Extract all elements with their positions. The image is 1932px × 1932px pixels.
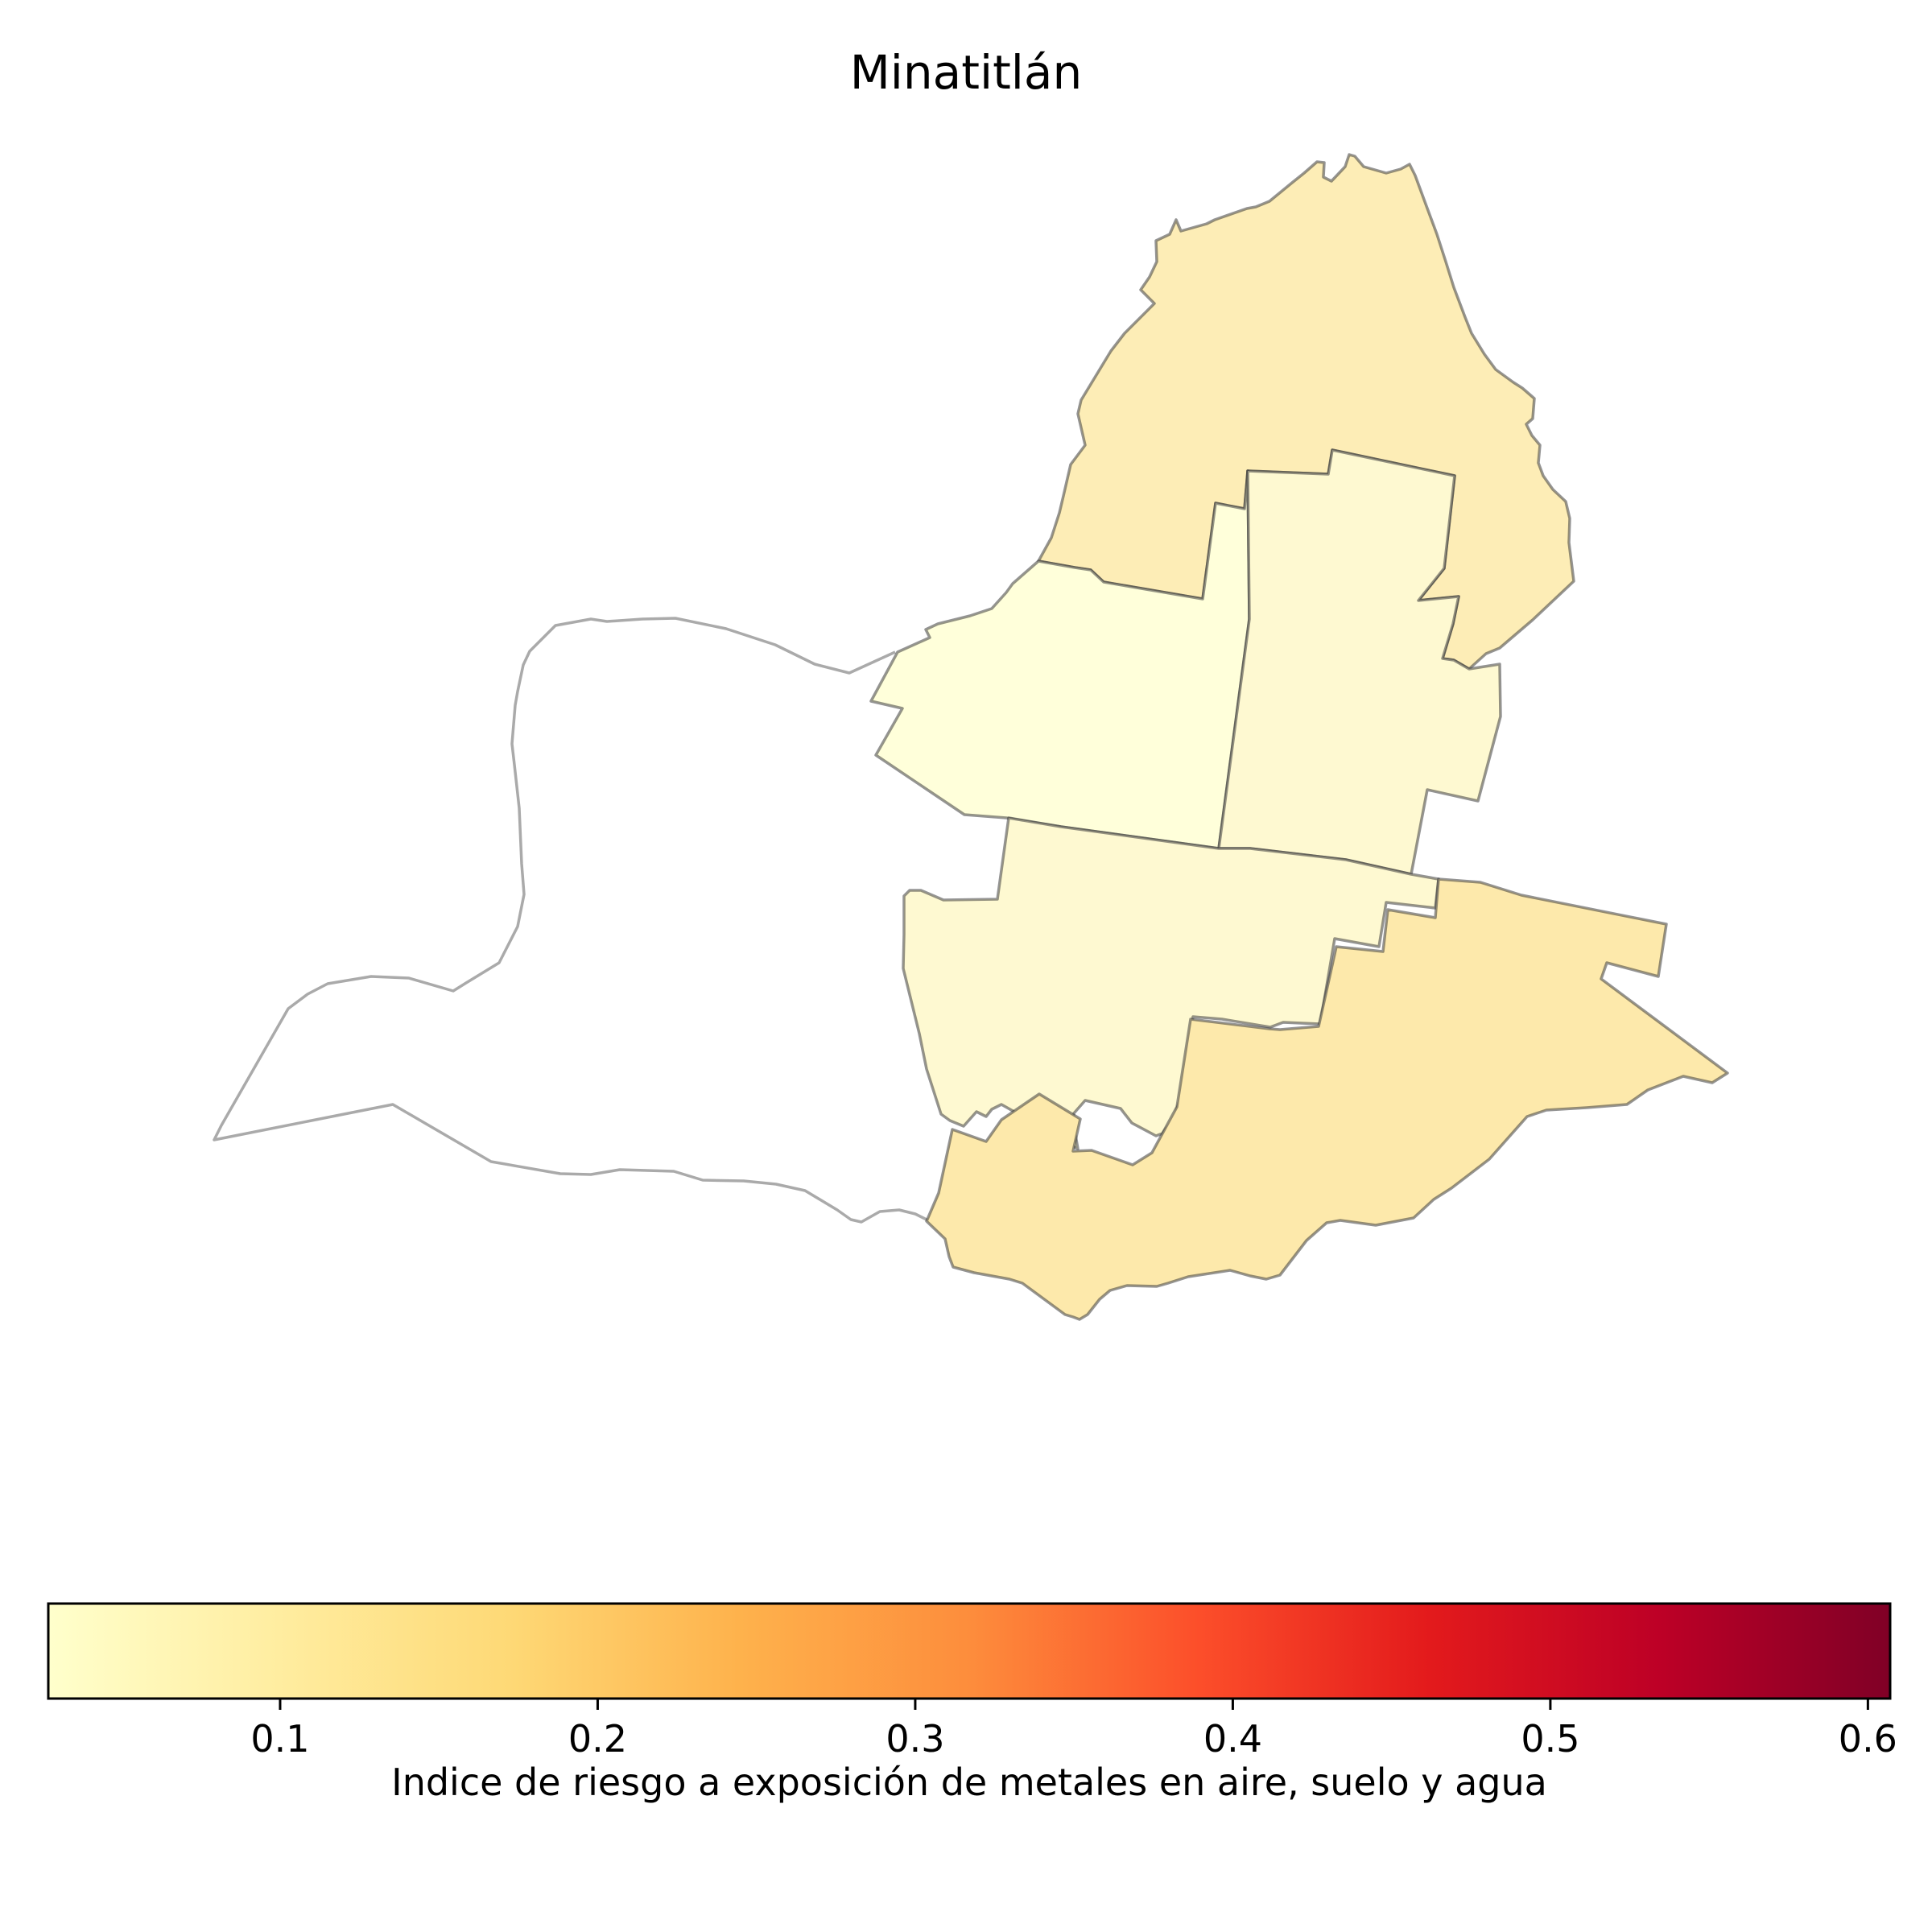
colorbar-tick-label: 0.3 <box>886 1717 944 1761</box>
colorbar-ticks: 0.1 0.2 0.3 0.4 0.5 0.6 <box>250 1699 1897 1761</box>
map-title: Minatitlán <box>850 45 1082 100</box>
colorbar-tick-label: 0.6 <box>1839 1717 1897 1761</box>
region-south-center <box>902 816 1440 1150</box>
colorbar-tick-label: 0.5 <box>1521 1717 1579 1761</box>
region-south-east <box>925 877 1729 1321</box>
colorbar-tick-label: 0.4 <box>1203 1717 1262 1761</box>
region-west <box>213 617 931 1224</box>
colorbar-tick-label: 0.1 <box>250 1717 309 1761</box>
colorbar-label: Indice de riesgo a exposición de metales… <box>391 1761 1547 1804</box>
colorbar-gradient <box>47 1602 1892 1700</box>
region-center-west <box>869 469 1251 850</box>
colorbar-tick-label: 0.2 <box>568 1717 627 1761</box>
colorbar: 0.1 0.2 0.3 0.4 0.5 0.6 Indice de riesgo a ex… <box>47 1602 1897 1804</box>
